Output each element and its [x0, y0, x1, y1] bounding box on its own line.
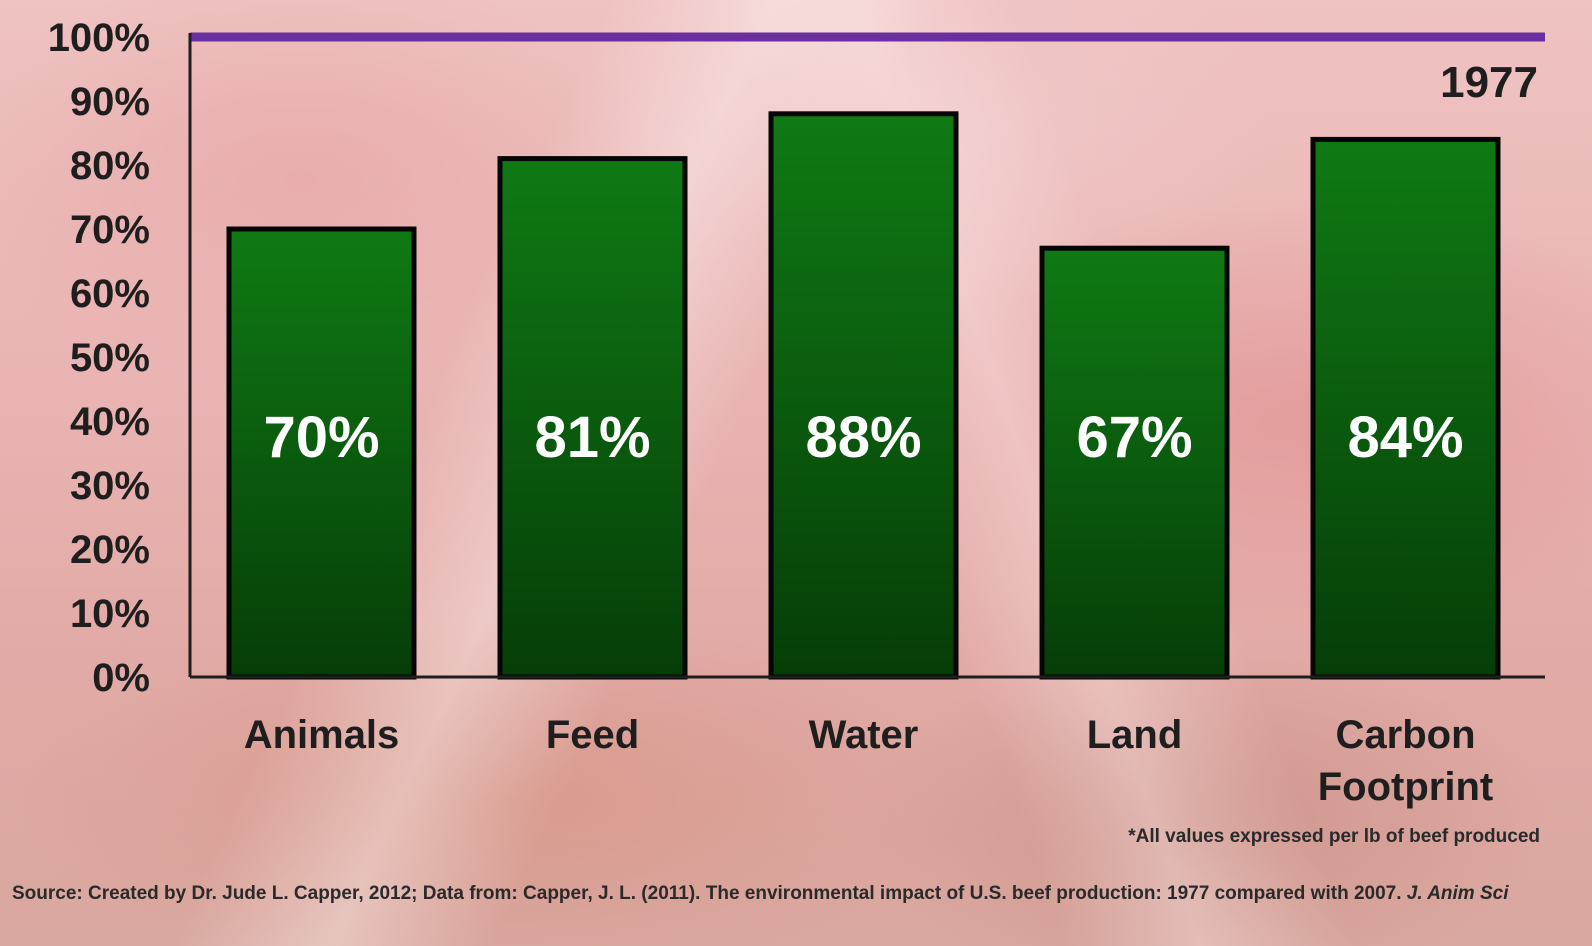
y-tick-label: 70%: [70, 208, 150, 252]
y-tick-label: 0%: [92, 656, 150, 700]
y-tick-label: 10%: [70, 592, 150, 636]
bar: [1039, 245, 1230, 680]
x-category-label: Land: [1087, 713, 1183, 757]
x-category-label: Water: [809, 713, 919, 757]
y-tick-label: 80%: [70, 144, 150, 188]
bar: [1310, 136, 1501, 680]
x-category-label-line: Land: [1087, 713, 1183, 757]
y-tick-label: 90%: [70, 80, 150, 124]
y-tick-label: 50%: [70, 336, 150, 380]
bar-value-label: 81%: [534, 405, 650, 470]
bars: 70% 81% 88% 67% 84%: [226, 111, 1501, 680]
source-text: Source: Created by Dr. Jude L. Capper, 2…: [12, 883, 1402, 904]
bar: [497, 156, 688, 680]
source-citation: Source: Created by Dr. Jude L. Capper, 2…: [12, 880, 1582, 907]
reference-line-label: 1977: [1440, 58, 1538, 107]
bar: [226, 226, 417, 680]
x-category-label-line: Animals: [244, 713, 400, 757]
y-tick-label: 20%: [70, 528, 150, 572]
y-tick-label: 40%: [70, 400, 150, 444]
x-category-label-line: Carbon: [1336, 713, 1476, 757]
bar-value-label: 70%: [263, 405, 379, 470]
bar-value-label: 88%: [805, 405, 921, 470]
x-category-label-line: Feed: [546, 713, 639, 757]
y-axis-ticks: 0% 10% 20% 30% 40% 50% 60% 70% 80% 90% 100%: [48, 16, 150, 700]
x-category-label: Carbon Footprint: [1318, 713, 1494, 809]
x-category-label-line: Water: [809, 713, 919, 757]
source-journal: J. Anim Sci: [1406, 883, 1509, 904]
x-category-label-line: Footprint: [1318, 765, 1494, 809]
y-tick-label: 30%: [70, 464, 150, 508]
x-category-label: Feed: [546, 713, 639, 757]
x-category-label: Animals: [244, 713, 400, 757]
footnote: *All values expressed per lb of beef pro…: [1128, 826, 1540, 847]
bar-value-label: 67%: [1076, 405, 1192, 470]
x-axis-categories: Animals Feed Water Land Carbon Footprint: [244, 713, 1494, 809]
y-tick-label: 60%: [70, 272, 150, 316]
y-tick-label: 100%: [48, 16, 150, 60]
bar-value-label: 84%: [1347, 405, 1463, 470]
bar: [768, 111, 959, 680]
